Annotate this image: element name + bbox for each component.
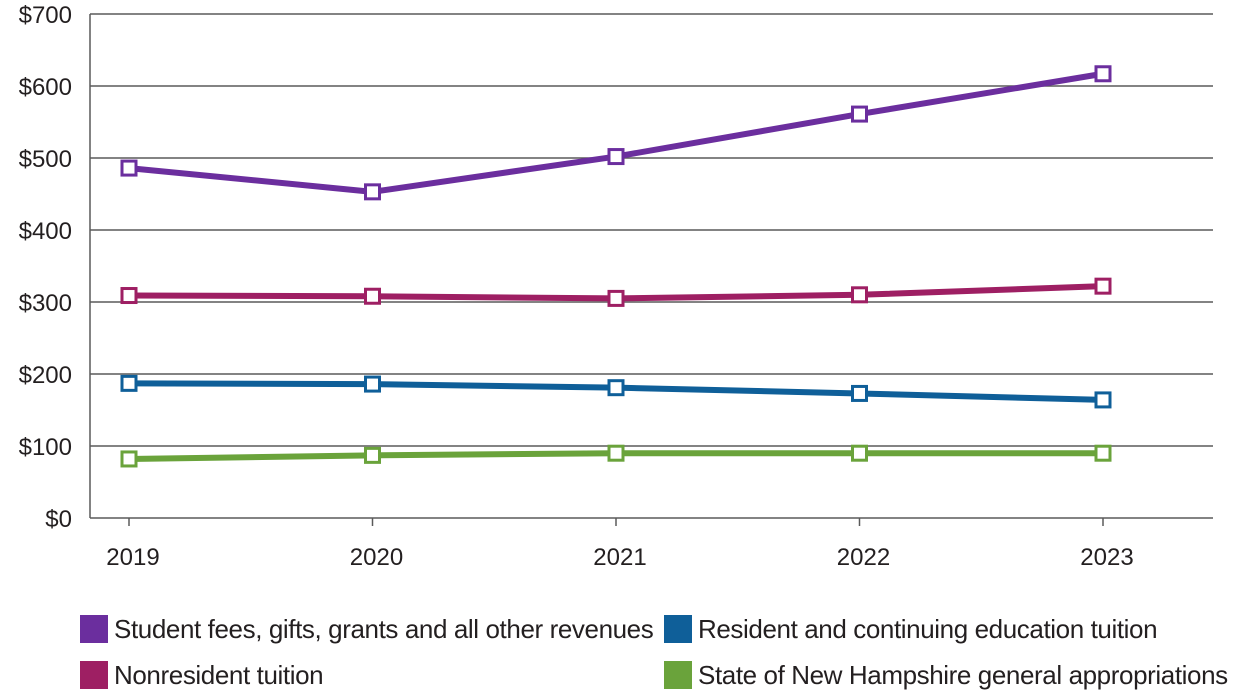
y-tick-labels: $0 $100 $200 $300 $400 $500 $600 $700 xyxy=(19,2,72,533)
x-tick-label: 2020 xyxy=(350,544,403,571)
x-tick-label: 2023 xyxy=(1080,544,1133,571)
series-line-0 xyxy=(128,70,1104,195)
x-tick-label: 2019 xyxy=(106,544,159,571)
data-point-marker xyxy=(120,374,138,392)
data-point-marker xyxy=(1094,65,1112,83)
data-point-marker xyxy=(607,444,625,462)
x-tick-label: 2021 xyxy=(593,544,646,571)
x-tick-label: 2022 xyxy=(837,544,890,571)
data-point-marker xyxy=(364,287,381,305)
data-point-marker xyxy=(851,105,868,123)
data-point-marker xyxy=(607,148,625,166)
y-tick-label: $100 xyxy=(19,434,72,461)
gridlines xyxy=(90,13,1213,447)
y-tick-label: $300 xyxy=(19,290,72,317)
y-tick-label: $600 xyxy=(19,74,72,101)
x-tick-labels: 2019 2020 2021 2022 2023 xyxy=(106,544,1133,571)
data-point-marker xyxy=(364,375,381,393)
y-tick-label: $400 xyxy=(19,218,72,245)
data-point-marker xyxy=(120,450,138,468)
data-point-marker xyxy=(851,444,868,462)
data-point-marker xyxy=(607,379,625,397)
data-point-marker xyxy=(851,286,868,304)
data-point-marker xyxy=(1094,444,1112,462)
data-point-marker xyxy=(120,287,138,305)
data-point-marker xyxy=(1094,391,1112,409)
y-tick-label: $0 xyxy=(45,506,72,533)
y-tick-label: $500 xyxy=(19,146,72,173)
data-point-marker xyxy=(364,183,381,201)
y-tick-label: $200 xyxy=(19,362,72,389)
data-point-marker xyxy=(364,446,381,464)
y-tick-label: $700 xyxy=(19,2,72,29)
data-point-marker xyxy=(120,159,138,177)
data-point-marker xyxy=(607,289,625,307)
data-point-marker xyxy=(1094,277,1112,295)
axes xyxy=(89,14,1213,526)
series-lines xyxy=(120,65,1112,468)
data-point-marker xyxy=(851,384,868,402)
